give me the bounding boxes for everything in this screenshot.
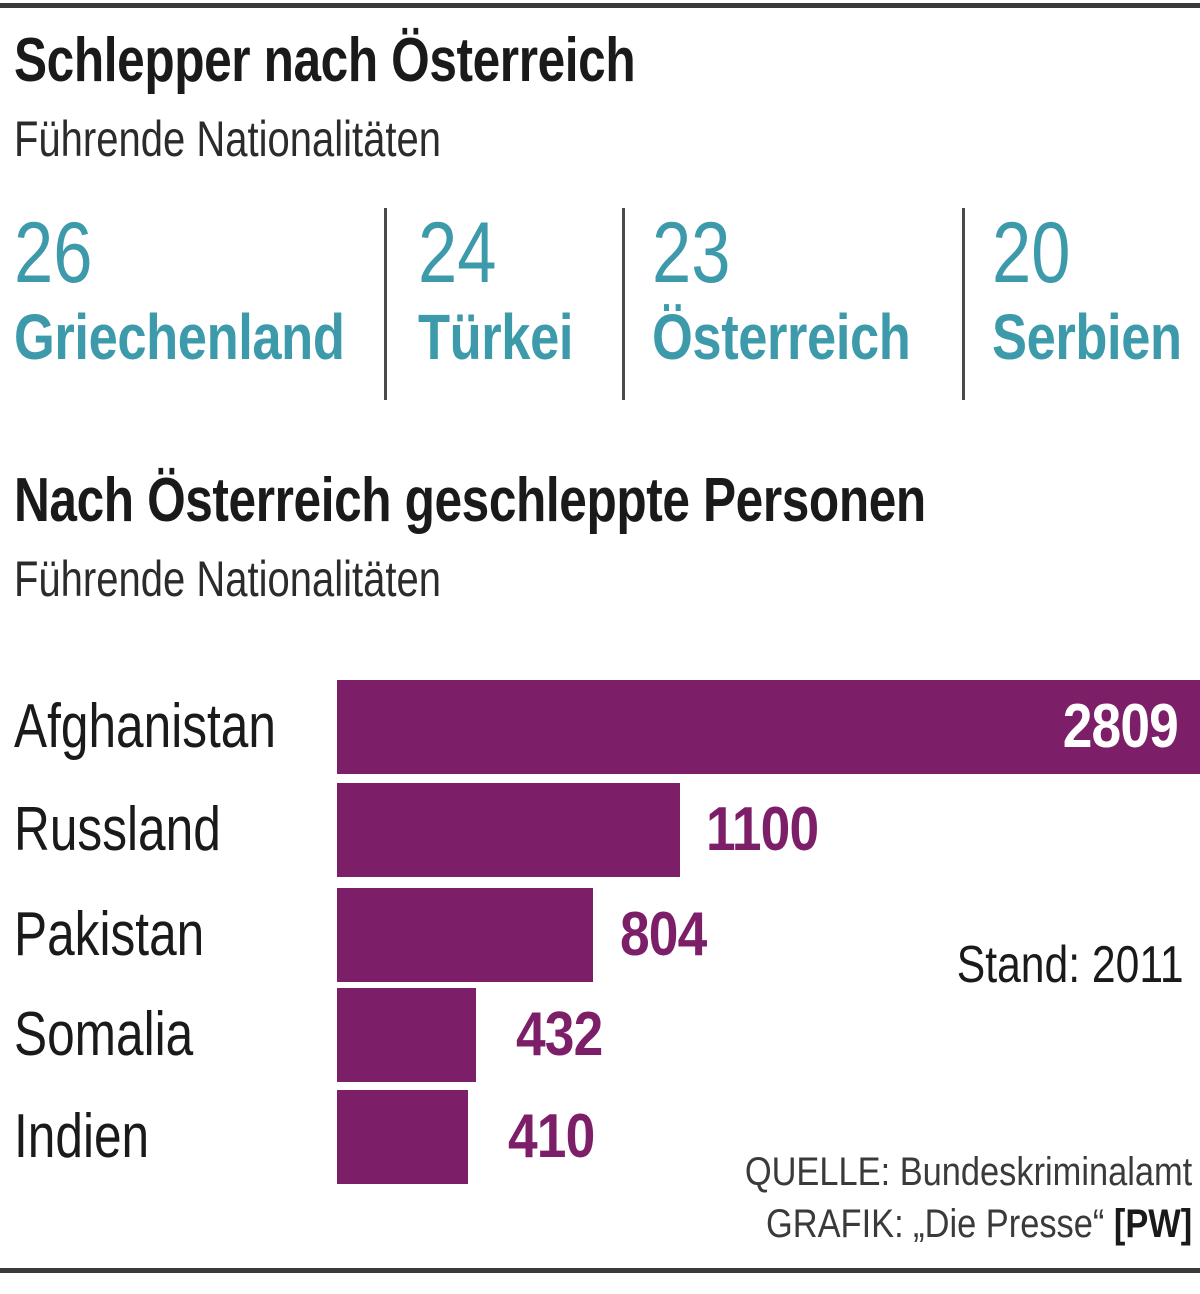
bar-chart: Afghanistan 2809 Russland 1100 Pakistan … <box>0 660 1200 1294</box>
bar-category-label: Afghanistan <box>14 692 276 761</box>
source-line: QUELLE: Bundeskriminalamt <box>744 1150 1192 1194</box>
bar-value-label: 2809 <box>1062 692 1179 761</box>
stat-number: 20 <box>992 205 1071 301</box>
bar-value-label: 804 <box>620 900 707 969</box>
bar-afghanistan: 2809 <box>337 680 1200 774</box>
chart-subtitle: Führende Nationalitäten <box>14 551 441 607</box>
stat-divider-1 <box>384 208 387 400</box>
page-subtitle: Führende Nationalitäten <box>14 111 441 167</box>
bar-row: Pakistan 804 <box>0 888 1200 982</box>
bar-category-label: Somalia <box>14 1000 194 1069</box>
stat-label: Griechenland <box>14 301 345 373</box>
graphic-credit-prefix: GRAFIK: „Die Presse“ <box>765 1202 1114 1246</box>
bar-category-label: Russland <box>14 795 221 864</box>
bar-row: Indien 410 <box>0 1090 1200 1184</box>
bar-somalia <box>337 988 476 1082</box>
bar-value-label: 410 <box>508 1102 595 1171</box>
bar-indien <box>337 1090 468 1184</box>
stat-label: Österreich <box>652 301 911 373</box>
bar-russland <box>337 783 680 877</box>
bar-category-label: Indien <box>14 1102 150 1171</box>
stand-note: Stand: 2011 <box>957 936 1184 994</box>
bottom-rule <box>0 1268 1200 1273</box>
stat-number: 23 <box>652 205 731 301</box>
graphic-credit-initials: [PW] <box>1113 1202 1192 1246</box>
stat-number: 24 <box>418 205 497 301</box>
stat-label: Türkei <box>418 301 574 373</box>
bar-value-label: 1100 <box>706 795 819 864</box>
bar-row: Russland 1100 <box>0 783 1200 877</box>
stat-number: 26 <box>14 205 93 301</box>
page-title: Schlepper nach Österreich <box>14 26 636 95</box>
stat-divider-3 <box>962 208 965 400</box>
bar-pakistan <box>337 888 593 982</box>
bar-category-label: Pakistan <box>14 900 205 969</box>
bar-row: Afghanistan 2809 <box>0 680 1200 774</box>
stat-divider-2 <box>622 208 625 400</box>
stat-label: Serbien <box>992 301 1182 373</box>
graphic-credit-line: GRAFIK: „Die Presse“ [PW] <box>745 1198 1192 1250</box>
stat-strip: 26 Griechenland 24 Türkei 23 Österreich … <box>0 206 1200 402</box>
top-rule <box>0 3 1200 8</box>
chart-title: Nach Österreich geschleppte Personen <box>14 466 926 535</box>
bar-row: Somalia 432 <box>0 988 1200 1082</box>
credits-block: QUELLE: Bundeskriminalamt GRAFIK: „Die P… <box>672 1146 1192 1250</box>
bar-value-label: 432 <box>516 1000 603 1069</box>
